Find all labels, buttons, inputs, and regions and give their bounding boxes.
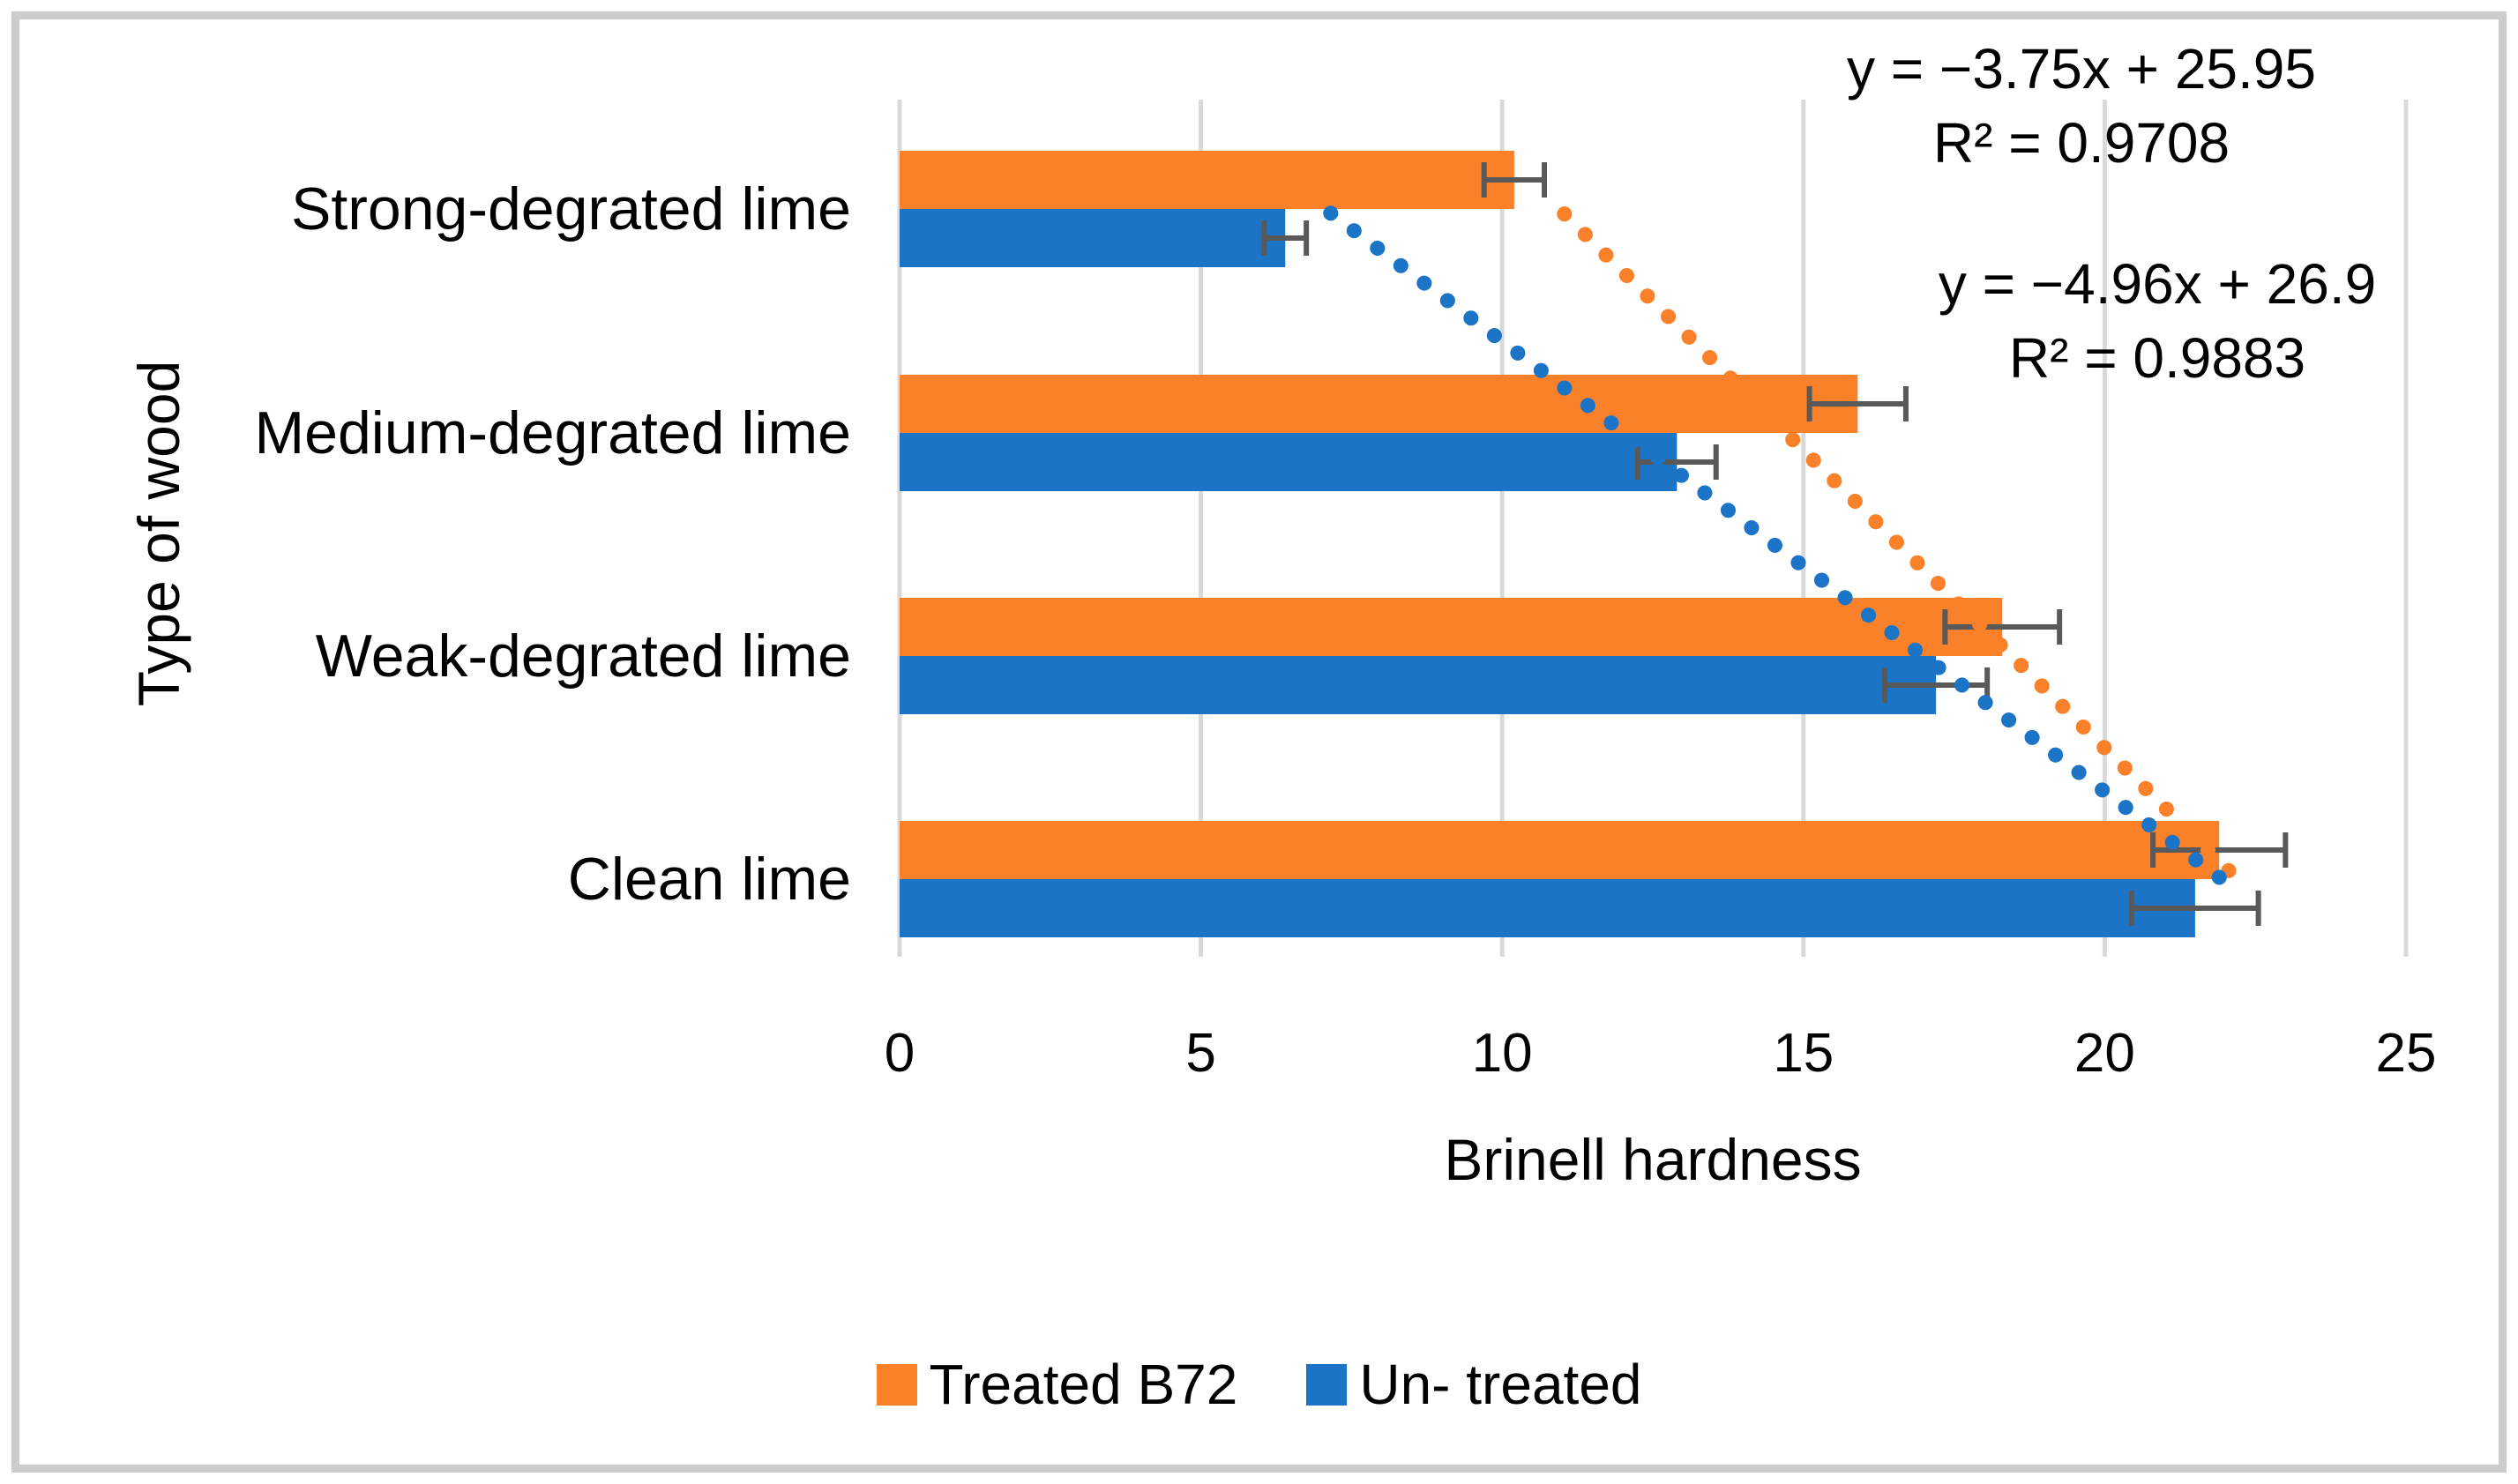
- x-tick-20: 20: [2073, 1023, 2135, 1084]
- legend-label: Un- treated: [1359, 1353, 1642, 1416]
- legend-item-un-treated: Un- treated: [1306, 1353, 1642, 1416]
- bar: [900, 598, 2003, 656]
- legend: Treated B72 Un- treated: [0, 1356, 2518, 1413]
- equation-line: y = −3.75x + 25.95: [1847, 37, 2316, 101]
- bar: [900, 433, 1677, 491]
- category-label-strong-degrated-lime: Strong-degrated lime: [290, 175, 851, 242]
- bars-treated: [900, 151, 2220, 879]
- legend-label: Treated B72: [929, 1353, 1238, 1416]
- x-tick-10: 10: [1471, 1023, 1533, 1084]
- r-squared-line: R² = 0.9883: [2008, 326, 2306, 390]
- category-label-weak-degrated-lime: Weak-degrated lime: [315, 623, 851, 690]
- legend-swatch-treated-b72: [876, 1363, 917, 1406]
- bar: [900, 209, 1286, 267]
- r-squared-line: R² = 0.9708: [1932, 111, 2230, 175]
- x-axis-title: Brinell hardness: [1444, 1127, 1862, 1192]
- bar: [900, 375, 1858, 433]
- trendline-equation-treated: y = −3.75x + 25.95 R² = 0.9708: [1847, 32, 2316, 180]
- bar: [900, 151, 1514, 209]
- category-label-medium-degrated-lime: Medium-degrated lime: [254, 399, 851, 466]
- x-tick-15: 15: [1773, 1023, 1834, 1084]
- bar: [900, 656, 1937, 714]
- bar: [900, 821, 2220, 879]
- equation-line: y = −4.96x + 26.9: [1938, 252, 2377, 316]
- x-tick-25: 25: [2375, 1023, 2437, 1084]
- x-tick-5: 5: [1185, 1023, 1216, 1084]
- y-axis-title: Type of wood: [126, 360, 191, 707]
- bars-untreated: [900, 209, 2195, 937]
- legend-item-treated-b72: Treated B72: [876, 1353, 1238, 1416]
- bar: [900, 879, 2195, 937]
- trendline-equation-untreated: y = −4.96x + 26.9 R² = 0.9883: [1939, 247, 2376, 395]
- category-label-clean-lime: Clean lime: [567, 846, 851, 913]
- x-tick-0: 0: [884, 1023, 915, 1084]
- trendline-untreated: [1317, 201, 2230, 887]
- legend-swatch-un-treated: [1306, 1363, 1348, 1406]
- trendline-treated: [1551, 201, 2245, 887]
- error-bars: [1261, 162, 2289, 926]
